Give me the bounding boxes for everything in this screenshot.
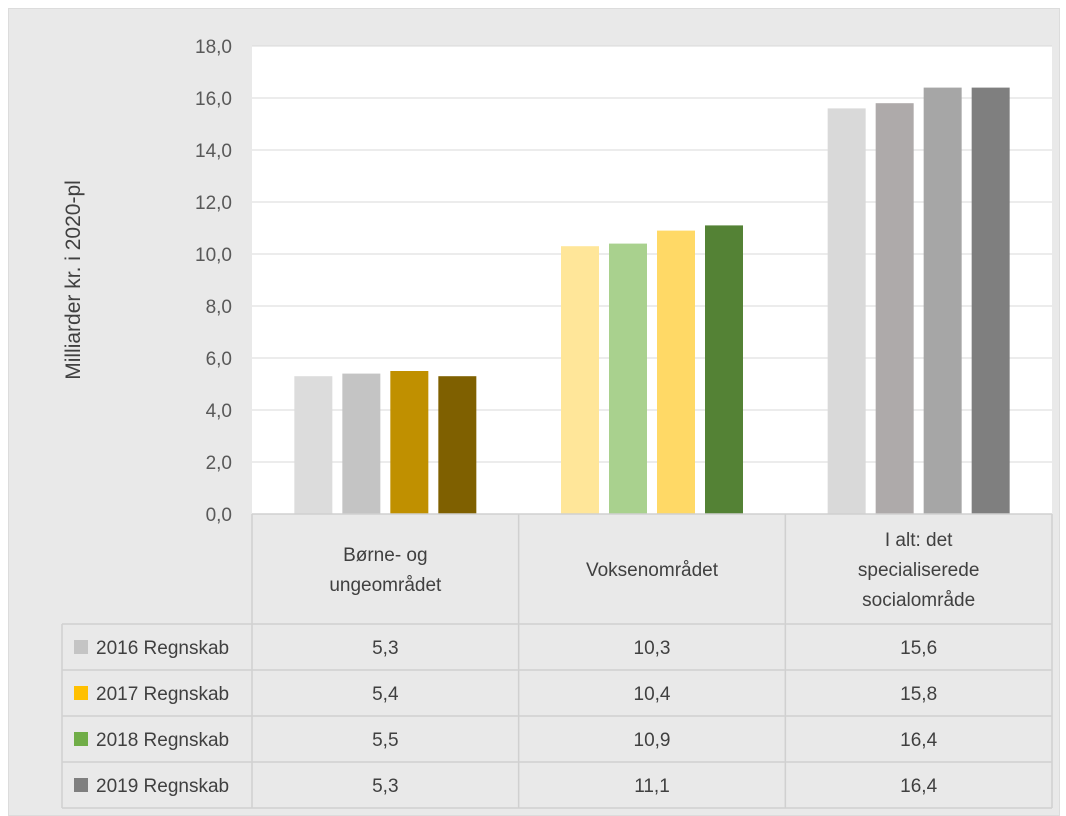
- y-tick-label: 6,0: [206, 349, 232, 370]
- data-label: 5,5: [372, 730, 398, 751]
- bar: [609, 243, 647, 514]
- bar: [294, 376, 333, 514]
- bar: [657, 230, 695, 514]
- bar: [971, 87, 1010, 514]
- data-label: 5,3: [372, 638, 398, 659]
- y-tick-label: 8,0: [206, 297, 232, 318]
- legend-entry: 2019 Regnskab: [96, 776, 229, 797]
- legend-key: [74, 732, 88, 746]
- y-tick-label: 2,0: [206, 453, 232, 474]
- data-label: 10,4: [634, 684, 671, 705]
- bar: [705, 225, 743, 514]
- bar: [923, 87, 962, 514]
- legend-entry: 2017 Regnskab: [96, 684, 229, 705]
- data-label: 15,8: [900, 684, 937, 705]
- legend-key: [74, 686, 88, 700]
- y-tick-label: 12,0: [195, 193, 232, 214]
- legend-entry: 2018 Regnskab: [96, 730, 229, 751]
- x-tick-label: I alt: det: [885, 530, 953, 551]
- data-label: 16,4: [900, 776, 937, 797]
- x-tick-label: Voksenområdet: [586, 560, 719, 581]
- bar: [342, 373, 381, 514]
- data-label: 11,1: [634, 776, 670, 797]
- legend-key: [74, 640, 88, 654]
- y-tick-label: 4,0: [206, 401, 232, 422]
- legend-key: [74, 778, 88, 792]
- x-tick-label: specialiserede: [858, 560, 979, 581]
- y-axis-label: Milliarder kr. i 2020-pl: [62, 180, 85, 380]
- data-label: 10,3: [634, 638, 671, 659]
- data-label: 5,4: [372, 684, 399, 705]
- data-label: 5,3: [372, 776, 398, 797]
- y-tick-label: 14,0: [195, 141, 232, 162]
- bar: [875, 103, 914, 514]
- bar: [390, 371, 429, 514]
- y-tick-label: 0,0: [206, 505, 232, 526]
- bar: [827, 108, 866, 515]
- y-tick-label: 18,0: [195, 37, 232, 58]
- data-label: 10,9: [634, 730, 671, 751]
- bar: [438, 376, 477, 514]
- data-label: 16,4: [900, 730, 937, 751]
- y-tick-label: 16,0: [195, 89, 232, 110]
- legend-entry: 2016 Regnskab: [96, 638, 229, 659]
- bar: [561, 246, 599, 514]
- x-tick-label: socialområde: [862, 590, 975, 611]
- plot-area: [252, 46, 1052, 514]
- x-tick-label: ungeområdet: [329, 575, 442, 596]
- y-tick-label: 10,0: [195, 245, 232, 266]
- x-tick-label: Børne- og: [343, 545, 427, 566]
- data-label: 15,6: [900, 638, 937, 659]
